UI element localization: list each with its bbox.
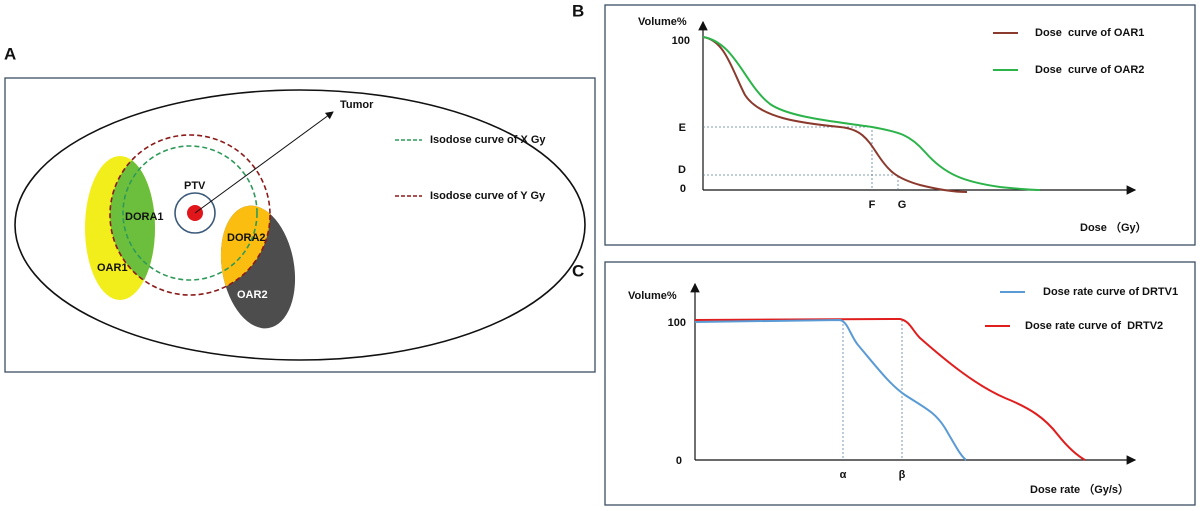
region-label: DORA2 xyxy=(227,232,266,244)
legend-label: Isodose curve of X Gy xyxy=(430,134,546,146)
y-label: 0 xyxy=(676,455,682,467)
region-label: DORA1 xyxy=(125,211,164,223)
legend-label: Dose curve of OAR1 xyxy=(1035,27,1144,39)
y-label: D xyxy=(678,164,686,176)
y-label: 0 xyxy=(680,183,686,195)
x-label: α xyxy=(840,469,847,481)
y-label: 100 xyxy=(672,35,690,47)
dora2-region xyxy=(211,199,270,295)
drtv2-curve xyxy=(694,317,1086,461)
legend-label: Dose rate curve of DRTV2 xyxy=(1025,320,1163,332)
tumor-arrow xyxy=(194,111,334,214)
legend-label: Dose rate curve of DRTV1 xyxy=(1043,286,1178,298)
x-label: F xyxy=(869,199,876,211)
y-axis-title: Volume% xyxy=(628,290,677,302)
x-axis-title: Dose （Gy） xyxy=(1080,221,1147,234)
panel-label: A xyxy=(4,44,16,63)
region-label: OAR2 xyxy=(237,289,268,301)
panel-frame xyxy=(4,77,596,373)
drtv1-curve xyxy=(694,318,967,461)
region-label: PTV xyxy=(184,180,206,192)
y-axis-title: Volume% xyxy=(638,16,687,28)
oar2-curve xyxy=(702,36,1041,191)
dora1-region xyxy=(110,156,155,295)
panel-label: B xyxy=(572,1,584,20)
legend-label: Isodose curve of Y Gy xyxy=(430,190,546,202)
isodose-y xyxy=(109,134,271,296)
x-axis-title: Dose rate （Gy/s） xyxy=(1030,483,1129,496)
body-outline xyxy=(14,89,586,361)
panel-frame xyxy=(604,261,1196,506)
y-label: 100 xyxy=(668,317,686,329)
x-label: G xyxy=(898,199,907,211)
y-label: E xyxy=(679,122,686,134)
isodose-x xyxy=(122,145,258,281)
panel-frame xyxy=(604,4,1196,246)
guide-lines xyxy=(703,126,899,190)
region-label: OAR1 xyxy=(97,262,128,274)
pointer-label: Tumor xyxy=(340,99,374,111)
legend-label: Dose curve of OAR2 xyxy=(1035,64,1144,76)
oar1-curve xyxy=(702,36,968,193)
guide-lines xyxy=(842,320,903,460)
panel-label: C xyxy=(572,261,584,280)
x-label: β xyxy=(899,469,906,481)
